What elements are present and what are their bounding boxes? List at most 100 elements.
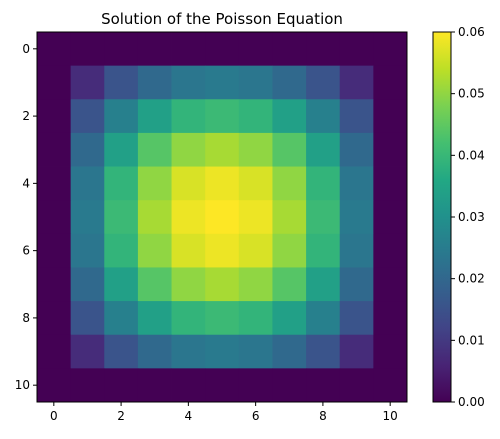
heatmap-cell	[104, 301, 139, 336]
heatmap-cell	[306, 65, 341, 100]
heatmap-cell	[70, 267, 105, 302]
heatmap-cell	[238, 267, 273, 302]
heatmap-cell	[205, 334, 240, 369]
heatmap-cell	[37, 166, 72, 201]
colorbar-tick-label: 0.02	[458, 272, 485, 286]
heatmap-cell	[137, 334, 172, 369]
heatmap-cell	[137, 200, 172, 235]
heatmap-cell	[205, 267, 240, 302]
heatmap-cell	[339, 267, 374, 302]
heatmap-cell	[37, 334, 72, 369]
x-axis: 0 2 4 6 8 10	[50, 402, 398, 423]
heatmap-cell	[70, 200, 105, 235]
heatmap-cell	[272, 99, 307, 134]
heatmap-cell	[339, 233, 374, 268]
heatmap-cell	[104, 368, 139, 403]
heatmap-cell	[373, 99, 408, 134]
heatmap-cell	[37, 32, 72, 67]
heatmap-cell	[205, 99, 240, 134]
heatmap-cell	[272, 301, 307, 336]
heatmap-cell	[306, 132, 341, 167]
heatmap-cell	[70, 132, 105, 167]
heatmap-cell	[104, 32, 139, 67]
heatmap-cell	[272, 267, 307, 302]
heatmap-cell	[70, 301, 105, 336]
heatmap-cell	[171, 368, 206, 403]
heatmap-cell	[104, 99, 139, 134]
heatmap-cell	[37, 233, 72, 268]
x-tick-label: 10	[383, 409, 398, 423]
x-tick-label: 4	[185, 409, 193, 423]
heatmap-cell	[373, 166, 408, 201]
heatmap-cell	[205, 32, 240, 67]
heatmap-cell	[272, 200, 307, 235]
heatmap-cell	[171, 200, 206, 235]
heatmap-cell	[37, 301, 72, 336]
heatmap-cell	[171, 32, 206, 67]
heatmap-cell	[238, 132, 273, 167]
heatmap-cell	[272, 166, 307, 201]
heatmap-cell	[238, 32, 273, 67]
x-tick-label: 6	[252, 409, 260, 423]
y-tick-label: 2	[22, 109, 30, 123]
heatmap-cell	[70, 99, 105, 134]
heatmap-cell	[272, 368, 307, 403]
heatmap-cell	[373, 368, 408, 403]
heatmap-cell	[238, 233, 273, 268]
x-tick-label: 2	[117, 409, 125, 423]
heatmap-cell	[171, 267, 206, 302]
heatmap-cell	[373, 267, 408, 302]
heatmap-cell	[238, 301, 273, 336]
chart-title: Solution of the Poisson Equation	[101, 10, 343, 28]
heatmap-cell	[37, 65, 72, 100]
heatmap-cell	[238, 65, 273, 100]
heatmap-cells	[37, 32, 408, 403]
heatmap-cell	[104, 200, 139, 235]
heatmap-cell	[373, 200, 408, 235]
heatmap-cell	[339, 65, 374, 100]
heatmap-cell	[272, 32, 307, 67]
heatmap-cell	[104, 65, 139, 100]
heatmap-cell	[137, 32, 172, 67]
heatmap-cell	[306, 334, 341, 369]
heatmap-cell	[104, 267, 139, 302]
heatmap-cell	[171, 132, 206, 167]
heatmap-cell	[70, 65, 105, 100]
heatmap-cell	[306, 233, 341, 268]
x-tick-label: 0	[50, 409, 58, 423]
heatmap-cell	[238, 200, 273, 235]
heatmap-cell	[339, 166, 374, 201]
x-tick-label: 8	[319, 409, 327, 423]
heatmap-cell	[137, 267, 172, 302]
heatmap-cell	[272, 65, 307, 100]
colorbar	[432, 31, 452, 403]
heatmap-cell	[70, 166, 105, 201]
heatmap-cell	[104, 334, 139, 369]
heatmap-cell	[339, 200, 374, 235]
heatmap-cell	[339, 301, 374, 336]
heatmap-cell	[373, 65, 408, 100]
y-tick-label: 0	[22, 42, 30, 56]
heatmap-cell	[37, 99, 72, 134]
heatmap-cell	[171, 99, 206, 134]
heatmap-cell	[205, 301, 240, 336]
heatmap-cell	[373, 233, 408, 268]
plot-frame	[36, 31, 408, 403]
heatmap-cell	[104, 233, 139, 268]
heatmap-cell	[339, 334, 374, 369]
heatmap-cell	[171, 334, 206, 369]
heatmap-cell	[306, 301, 341, 336]
heatmap-cell	[171, 65, 206, 100]
heatmap-cell	[171, 166, 206, 201]
heatmap-cell	[171, 233, 206, 268]
colorbar-tick-label: 0.05	[458, 87, 485, 101]
heatmap-cell	[70, 368, 105, 403]
heatmap-cell	[70, 233, 105, 268]
heatmap-cell	[137, 65, 172, 100]
heatmap-cell	[205, 368, 240, 403]
heatmap-cell	[137, 368, 172, 403]
colorbar-tick-label: 0.03	[458, 210, 485, 224]
heatmap-cell	[238, 99, 273, 134]
